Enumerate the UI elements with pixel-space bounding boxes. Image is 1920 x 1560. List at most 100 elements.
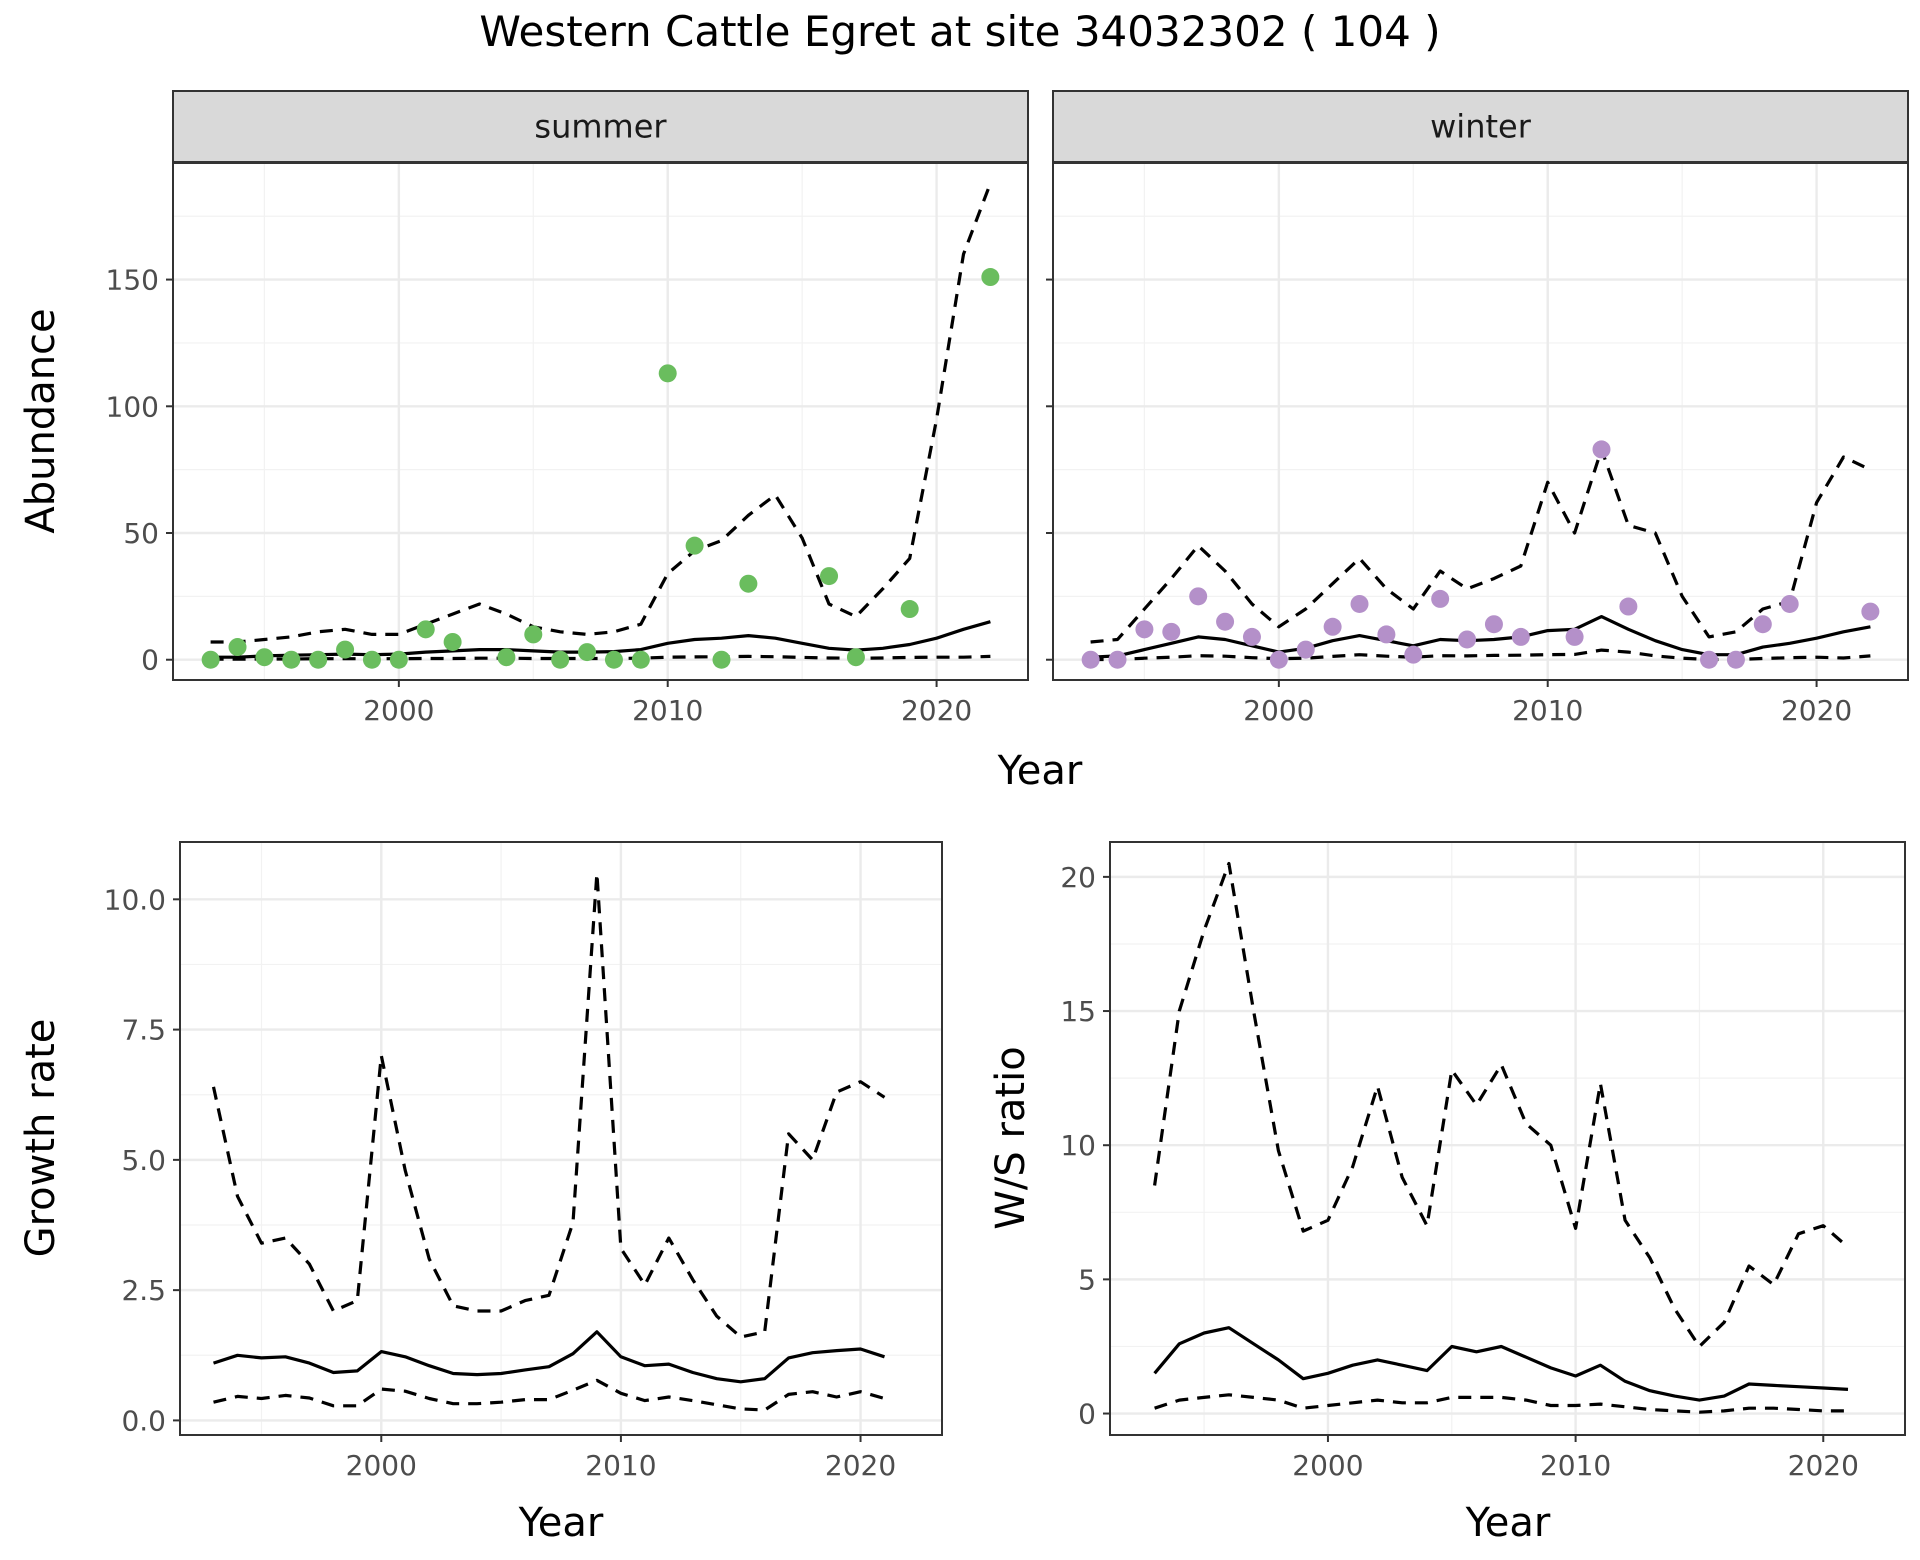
data-point <box>1431 589 1450 608</box>
data-point <box>1700 650 1719 669</box>
data-point <box>228 638 247 657</box>
x-tick-label: 2020 <box>825 1449 896 1482</box>
y-axis-title: Abundance <box>18 308 64 533</box>
y-tick-label: 20 <box>1060 861 1096 894</box>
series-line-upper <box>1090 447 1872 644</box>
data-point <box>1350 594 1369 613</box>
abundance-winter-panel: winter 2000 2010 2020 <box>1046 90 1909 727</box>
y-tick-label: 10 <box>1060 1129 1096 1162</box>
data-point <box>389 650 408 669</box>
data-point <box>1484 615 1503 634</box>
y-tick-label: 50 <box>123 517 159 550</box>
y-tick-label: 0 <box>1078 1398 1096 1431</box>
data-point <box>631 650 650 669</box>
x-tick-label: 2010 <box>632 694 703 727</box>
data-point <box>1458 630 1477 649</box>
data-point <box>1269 650 1288 669</box>
data-point <box>1377 625 1396 644</box>
data-point <box>685 536 704 555</box>
data-point <box>1189 587 1208 606</box>
y-tick-label: 100 <box>106 390 159 423</box>
data-point <box>1861 602 1880 621</box>
x-tick-label: 2010 <box>585 1449 656 1482</box>
abundance-x-axis-title: Year <box>997 748 1083 794</box>
facet-strip <box>172 90 1029 163</box>
data-point <box>1592 440 1611 459</box>
x-tick-label: 2000 <box>363 694 434 727</box>
data-point <box>1296 640 1315 659</box>
data-point <box>282 650 301 669</box>
facet-label: summer <box>534 108 667 146</box>
data-point <box>255 648 274 667</box>
y-tick-label: 2.5 <box>121 1274 166 1307</box>
data-point <box>1242 627 1261 646</box>
y-tick-label: 15 <box>1060 995 1096 1028</box>
data-point <box>336 640 355 659</box>
data-point <box>1108 650 1127 669</box>
ws-ratio-panel: 2000 2010 2020 0 5 10 15 20 W/S ratio Year <box>988 841 1906 1546</box>
y-tick-label: 5 <box>1078 1263 1096 1296</box>
x-axis-title: Year <box>518 1500 604 1546</box>
facet-label: winter <box>1430 108 1532 146</box>
y-tick-label: 5.0 <box>121 1144 166 1177</box>
series-line-lower <box>1154 1393 1848 1414</box>
data-point <box>820 567 839 586</box>
series-line-upper <box>1153 861 1850 1349</box>
data-point <box>201 650 220 669</box>
data-point <box>739 574 758 593</box>
data-point <box>1135 620 1154 639</box>
data-point <box>1216 612 1235 631</box>
data-point <box>578 643 597 662</box>
panel-border <box>1109 841 1906 1436</box>
x-axis-title: Year <box>1465 1500 1551 1546</box>
x-tick-label: 2000 <box>1243 694 1314 727</box>
data-point <box>443 632 462 651</box>
x-tick-label: 2020 <box>901 694 972 727</box>
series-line-upper <box>210 182 992 644</box>
plot-background <box>1053 163 1908 680</box>
data-point <box>846 648 865 667</box>
data-point <box>1081 650 1100 669</box>
x-tick-label: 2010 <box>1512 694 1583 727</box>
y-tick-label: 0.0 <box>121 1404 166 1437</box>
plot-background <box>180 842 942 1435</box>
chart-title: Western Cattle Egret at site 34032302 ( … <box>479 7 1440 56</box>
y-tick-label: 10.0 <box>104 883 166 916</box>
data-point <box>981 268 1000 287</box>
panel-border <box>179 841 943 1436</box>
x-tick-label: 2020 <box>1781 694 1852 727</box>
data-point <box>604 650 623 669</box>
data-point <box>1404 645 1423 664</box>
data-point <box>1780 594 1799 613</box>
data-point <box>1726 650 1745 669</box>
data-point <box>658 364 677 383</box>
data-point <box>309 650 328 669</box>
series-line-mean <box>1153 1326 1849 1402</box>
series-line-lower <box>213 1378 885 1412</box>
data-point <box>416 620 435 639</box>
y-tick-label: 150 <box>106 264 159 297</box>
x-tick-label: 2000 <box>1292 1449 1363 1482</box>
data-point <box>362 650 381 669</box>
x-tick-label: 2010 <box>1540 1449 1611 1482</box>
growth-rate-panel: 2000 2010 2020 0.0 2.5 5.0 7.5 10.0 Growth rate Y… <box>18 841 943 1546</box>
data-point <box>497 648 516 667</box>
data-point <box>1511 627 1530 646</box>
data-point <box>1619 597 1638 616</box>
data-point <box>1162 622 1181 641</box>
y-axis-title: Growth rate <box>18 1019 64 1258</box>
data-point <box>900 600 919 619</box>
data-point <box>1753 615 1772 634</box>
series-line-upper <box>211 871 886 1339</box>
data-point <box>1565 627 1584 646</box>
abundance-summer-panel: summer 2000 2010 2020 0 50 100 150 Abundance <box>18 90 1029 727</box>
y-tick-label: 7.5 <box>121 1014 166 1047</box>
x-tick-label: 2020 <box>1788 1449 1859 1482</box>
y-axis-title: W/S ratio <box>988 1046 1034 1229</box>
series-line-mean <box>213 1330 885 1384</box>
y-tick-label: 0 <box>141 644 159 677</box>
data-point <box>1323 617 1342 636</box>
data-point <box>712 650 731 669</box>
data-point <box>551 650 570 669</box>
